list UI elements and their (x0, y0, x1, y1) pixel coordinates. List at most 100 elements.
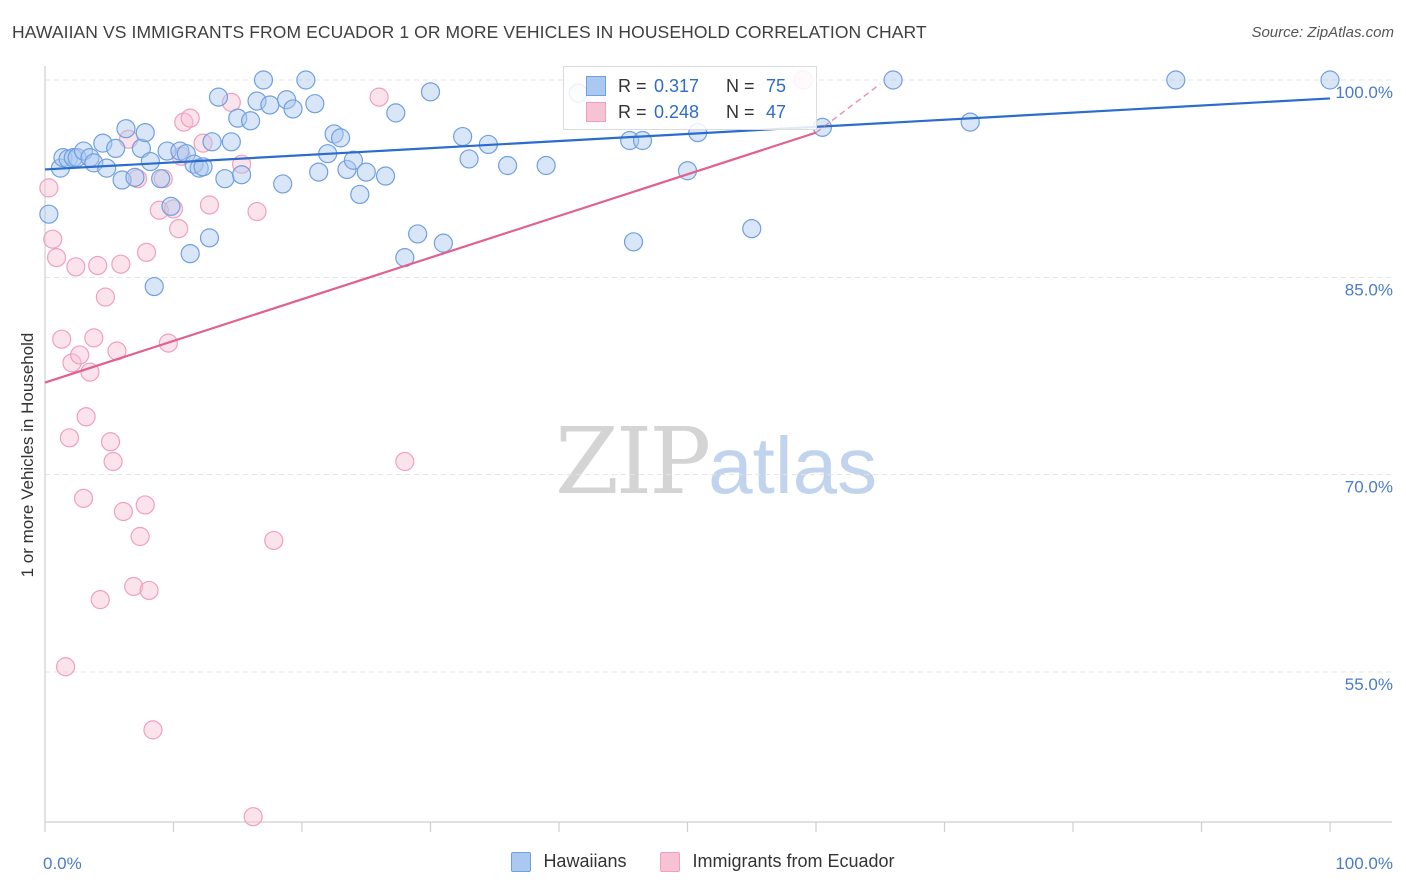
ecuador-point (243, 807, 263, 827)
ecuador-point (124, 576, 144, 597)
watermark-atlas: atlas (708, 421, 878, 510)
legend-swatch-blue (586, 76, 606, 96)
watermark-zip: ZIP (555, 408, 711, 515)
hawaiian-point (742, 219, 762, 239)
hawaiian-point (39, 204, 59, 224)
stats-legend: R = 0.317 N = 75 R = 0.248 N = 47 (563, 66, 817, 130)
ecuador-point (43, 229, 63, 249)
series-ecuador-points (39, 70, 813, 827)
legend-item-ecuador[interactable]: Immigrants from Ecuador (660, 851, 895, 872)
ecuador-point (76, 407, 96, 427)
hawaiian-point (536, 155, 556, 176)
ecuador-point (163, 199, 184, 219)
ecuador-point (62, 353, 82, 373)
legend-r-label: R = (618, 101, 647, 122)
hawaiian-point (350, 184, 370, 205)
y-tick-label: 100.0% (1335, 83, 1393, 102)
ecuador-point (59, 428, 80, 448)
ecuador-point (52, 329, 72, 349)
hawaiian-point (356, 162, 376, 182)
hawaiian-point (960, 112, 980, 132)
hawaiian-point (623, 232, 644, 252)
ecuador-point (113, 501, 133, 522)
ecuador-point (135, 495, 155, 515)
legend-r-label: R = (618, 75, 647, 96)
hawaiian-point (135, 123, 155, 143)
y-axis-label: 1 or more Vehicles in Household (18, 332, 37, 578)
legend-label-hawaiians: Hawaiians (543, 851, 627, 871)
ecuador-point (90, 590, 110, 610)
hawaiian-point (375, 166, 396, 186)
ecuador-point (180, 108, 200, 128)
ecuador-point (111, 254, 131, 274)
trend-lines (44, 83, 1331, 384)
hawaiians-trend-line (44, 97, 1331, 171)
hawaiian-point (144, 276, 164, 297)
ecuador-point (199, 195, 220, 215)
hawaiian-point (253, 70, 274, 90)
legend-n-value: 75 (766, 75, 787, 96)
hawaiian-point (433, 233, 453, 253)
ecuador-point (395, 451, 415, 472)
series-legend: Hawaiians Immigrants from Ecuador (0, 851, 1406, 872)
legend-swatch-blue (511, 851, 532, 872)
hawaiian-point (247, 91, 267, 111)
hawaiian-point (1166, 70, 1186, 90)
ecuador-point (70, 345, 90, 365)
ecuador-point (136, 242, 157, 262)
hawaiian-point (140, 151, 160, 172)
ecuador-trend-extension (815, 83, 881, 134)
ecuador-point (143, 720, 163, 740)
hawaiian-point (883, 70, 903, 90)
hawaiian-point (131, 138, 151, 159)
hawaiian-point (386, 103, 406, 123)
legend-r-value: 0.317 (654, 75, 700, 96)
hawaiian-point (241, 111, 261, 131)
hawaiian-point (202, 132, 222, 152)
hawaiian-point (305, 94, 325, 114)
hawaiian-point (1320, 70, 1340, 90)
legend-n-value: 47 (766, 101, 787, 122)
tick-labels: 100.0% 85.0% 70.0% 55.0% 0.0% 100.0% (43, 83, 1393, 873)
legend-r-value: 0.248 (654, 101, 700, 122)
zipatlas-watermark: ZIPatlas (555, 408, 877, 515)
ecuador-point (39, 178, 59, 198)
hawaiian-point (330, 128, 351, 148)
legend-n-label: N = (726, 75, 755, 96)
ecuador-point (88, 255, 108, 276)
ecuador-point (369, 87, 389, 107)
hawaiian-point (260, 95, 280, 115)
chart-source: Source: ZipAtlas.com (1251, 24, 1394, 41)
ecuador-point (73, 488, 94, 508)
ecuador-point (100, 432, 121, 452)
legend-n-label: N = (726, 101, 755, 122)
legend-row-hawaiians: R = 0.317 N = 75 (586, 73, 786, 99)
legend-swatch-pink (660, 851, 681, 872)
hawaiian-point (208, 87, 229, 107)
y-tick-label: 70.0% (1345, 478, 1393, 497)
hawaiian-point (309, 162, 329, 182)
hawaiian-point (453, 126, 473, 147)
hawaiian-point (296, 70, 316, 90)
hawaiian-point (97, 158, 117, 178)
hawaiian-point (283, 99, 303, 119)
ecuador-point (103, 451, 123, 472)
legend-label-ecuador: Immigrants from Ecuador (692, 851, 895, 871)
x-tick-label: 100.0% (1335, 854, 1393, 873)
y-tick-label: 55.0% (1345, 675, 1393, 694)
ecuador-point (264, 530, 284, 551)
hawaiian-point (125, 167, 145, 187)
hawaiian-point (498, 155, 518, 176)
hawaiian-point (93, 133, 113, 153)
hawaiian-point (232, 165, 252, 185)
ecuador-point (55, 657, 76, 677)
hawaiian-point (151, 169, 171, 189)
ecuador-point (169, 219, 189, 239)
hawaiian-point (193, 157, 213, 177)
hawaiian-point (408, 224, 428, 244)
hawaiian-point (632, 130, 653, 151)
ecuador-point (95, 287, 115, 307)
legend-row-ecuador: R = 0.248 N = 47 (586, 99, 786, 125)
legend-item-hawaiians[interactable]: Hawaiians (511, 851, 626, 872)
